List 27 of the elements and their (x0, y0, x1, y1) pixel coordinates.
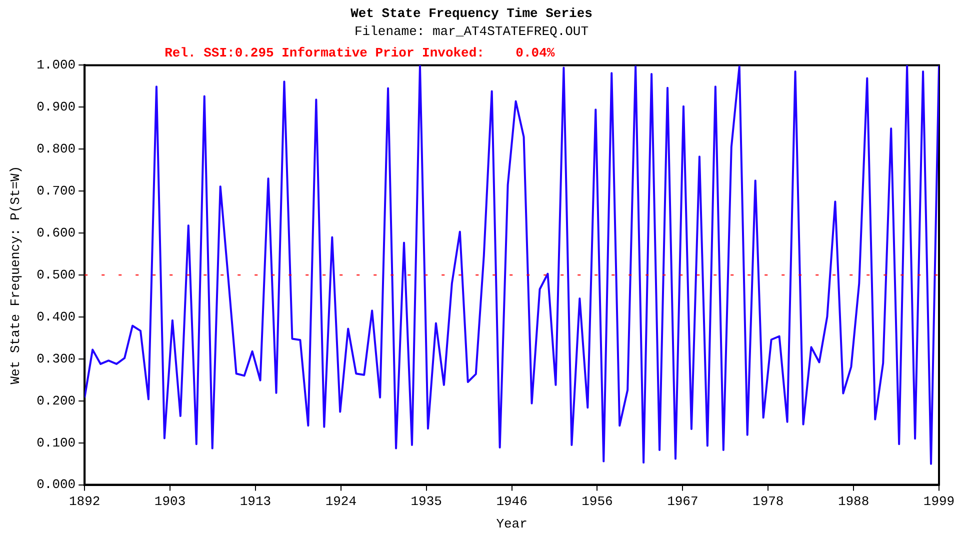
text: Rel. SSI:0.295 Informative Prior Invoked: 0.04% (164, 45, 555, 60)
x-tick-label: 1946 (496, 494, 528, 510)
x-tick-label: 1924 (325, 494, 357, 510)
x-tick-label: 1892 (68, 494, 100, 510)
chart-subtitle: Filename: mar_AT4STATEFREQ.OUT (354, 24, 589, 39)
y-tick-label: 0.200 (36, 393, 76, 408)
y-tick-label: 0.100 (36, 435, 76, 450)
x-tick-label: 1988 (838, 494, 870, 510)
x-tick-label: 1913 (240, 494, 272, 510)
y-tick-label: 0.900 (36, 100, 76, 115)
y-tick-label: 0.600 (36, 225, 76, 240)
y-tick-label: 0.500 (36, 267, 76, 282)
y-tick-label: 1.000 (36, 58, 76, 73)
x-tick-label: 1935 (410, 494, 442, 510)
y-tick-label: 0.700 (36, 184, 76, 199)
y-tick-label: 0.400 (36, 309, 76, 324)
x-tick-label: 1978 (752, 494, 784, 510)
x-tick-label: 1967 (667, 494, 698, 510)
y-axis-title: Wet State Frequency: P(St=W) (8, 166, 24, 384)
x-axis-title: Year (496, 516, 528, 532)
y-tick-label: 0.000 (36, 477, 76, 492)
y-tick-label: 0.800 (36, 142, 76, 157)
x-tick-label: 1999 (923, 494, 955, 510)
x-tick-label: 1903 (154, 494, 186, 510)
chart-title: Wet State Frequency Time Series (350, 6, 593, 22)
x-tick-label: 1956 (582, 494, 613, 510)
y-tick-label: 0.300 (36, 351, 76, 366)
